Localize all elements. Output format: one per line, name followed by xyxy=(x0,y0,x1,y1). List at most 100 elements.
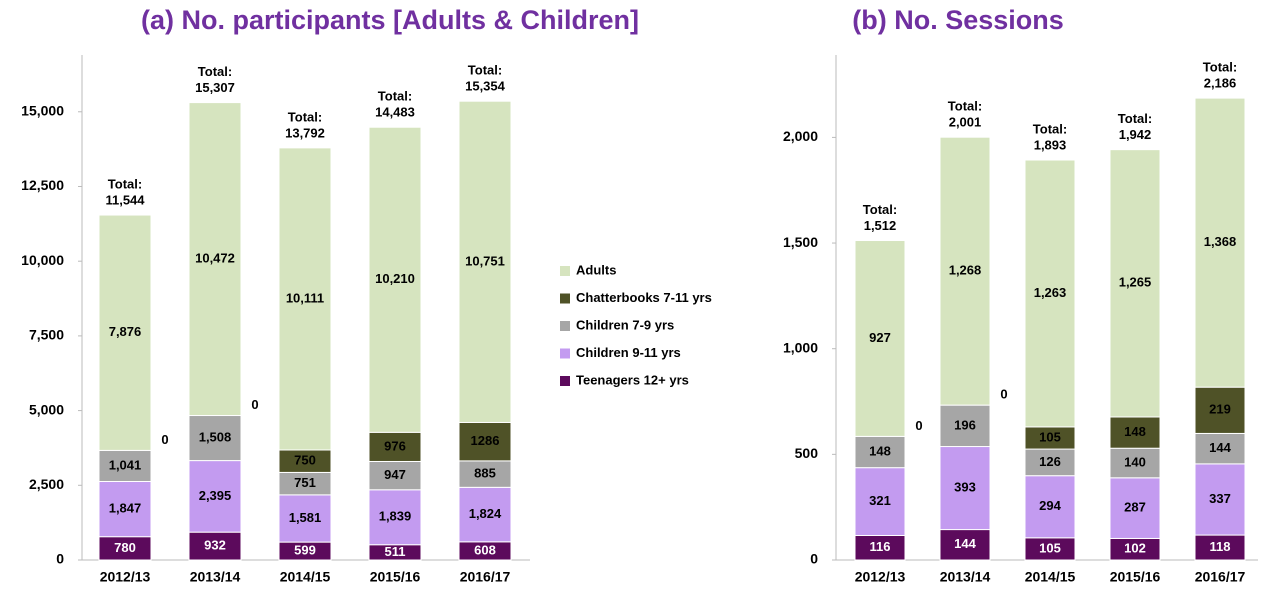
x-tick-label: 2012/13 xyxy=(855,569,906,585)
y-tick-label: 1,000 xyxy=(783,339,818,355)
data-label: 321 xyxy=(869,493,891,508)
data-label: 102 xyxy=(1124,541,1146,556)
data-label: 1,824 xyxy=(469,506,502,521)
bar-segment xyxy=(368,489,422,546)
bar-segment xyxy=(458,460,512,488)
y-tick-label: 15,000 xyxy=(21,102,64,118)
total-value: 15,307 xyxy=(195,80,235,95)
legend-label: Chatterbooks 7-11 yrs xyxy=(576,290,712,305)
data-label: 1286 xyxy=(471,433,500,448)
bar-segment xyxy=(939,446,991,531)
total-value: 15,354 xyxy=(465,79,506,94)
data-label: 126 xyxy=(1039,454,1061,469)
data-label: 196 xyxy=(954,417,976,432)
total-value: 2,001 xyxy=(949,115,982,130)
data-label: 105 xyxy=(1039,540,1061,555)
total-value: 1,512 xyxy=(864,218,897,233)
total-label: Total: xyxy=(198,64,232,79)
y-tick-label: 500 xyxy=(795,445,819,461)
data-label: 118 xyxy=(1210,539,1231,554)
bar-segment xyxy=(1194,534,1246,561)
data-label: 116 xyxy=(870,539,891,554)
bar-segment xyxy=(939,529,991,561)
total-value: 1,942 xyxy=(1119,127,1152,142)
data-label: 7,876 xyxy=(109,324,142,339)
bar-segment xyxy=(854,240,906,437)
total-label: Total: xyxy=(1203,60,1237,75)
legend-swatch xyxy=(560,293,570,304)
data-label: 140 xyxy=(1124,454,1146,469)
y-tick-label: 2,500 xyxy=(29,476,64,492)
bar-segment xyxy=(458,421,512,462)
data-label: 10,111 xyxy=(286,290,324,305)
total-value: 2,186 xyxy=(1204,76,1237,91)
total-value: 11,544 xyxy=(105,192,145,207)
data-label: 0 xyxy=(251,397,258,412)
x-tick-label: 2015/16 xyxy=(370,569,421,585)
data-label: 947 xyxy=(384,467,406,482)
bar-segment xyxy=(854,467,906,536)
data-label: 932 xyxy=(204,538,226,553)
chart-title: (a) No. participants [Adults & Children] xyxy=(141,5,639,35)
data-label: 287 xyxy=(1124,500,1146,515)
y-tick-label: 1,500 xyxy=(783,234,818,250)
total-label: Total: xyxy=(288,109,322,124)
data-label: 144 xyxy=(1209,440,1231,455)
legend-label: Children 9-11 yrs xyxy=(576,345,681,360)
data-label: 393 xyxy=(954,479,976,494)
data-label: 1,581 xyxy=(289,510,322,525)
data-label: 148 xyxy=(869,443,891,458)
legend-swatch xyxy=(560,376,570,386)
data-label: 927 xyxy=(869,330,891,345)
chart-title: (b) No. Sessions xyxy=(852,5,1064,35)
total-label: Total: xyxy=(1118,111,1152,126)
data-label: 608 xyxy=(474,542,496,557)
data-label: 750 xyxy=(294,453,316,468)
bar-segment xyxy=(458,100,512,423)
bar-segment xyxy=(98,481,152,538)
data-label: 0 xyxy=(915,418,922,433)
total-value: 14,483 xyxy=(375,105,415,120)
legend-swatch xyxy=(560,348,570,359)
data-label: 148 xyxy=(1124,424,1146,439)
data-label: 10,472 xyxy=(195,250,235,265)
total-value: 1,893 xyxy=(1034,137,1067,152)
bar-segment xyxy=(1109,149,1161,418)
data-label: 0 xyxy=(161,432,168,447)
legend-label: Teenagers 12+ yrs xyxy=(576,372,689,387)
y-tick-label: 0 xyxy=(810,551,818,567)
bar-segment xyxy=(188,102,242,417)
bar-segment xyxy=(278,147,332,451)
total-label: Total: xyxy=(1033,121,1067,136)
legend-swatch xyxy=(560,321,570,331)
data-label: 10,751 xyxy=(465,253,505,268)
bar-segment xyxy=(368,431,422,462)
data-label: 1,839 xyxy=(379,509,412,524)
y-tick-label: 12,500 xyxy=(21,177,64,193)
x-tick-label: 2016/17 xyxy=(460,569,511,585)
bar-segment xyxy=(458,486,512,543)
bar-segment xyxy=(939,404,991,448)
x-tick-label: 2012/13 xyxy=(100,569,151,585)
bar-segment xyxy=(1194,386,1246,434)
data-label: 10,210 xyxy=(375,271,415,286)
data-label: 0 xyxy=(1000,387,1007,402)
data-label: 751 xyxy=(294,475,316,490)
x-tick-label: 2015/16 xyxy=(1110,569,1161,585)
data-label: 1,847 xyxy=(109,501,142,516)
bar-segment xyxy=(188,415,242,462)
data-label: 1,041 xyxy=(109,457,142,472)
bar-segment xyxy=(939,136,991,406)
data-label: 780 xyxy=(114,540,136,555)
bar-segment xyxy=(1024,475,1076,539)
data-label: 105 xyxy=(1039,429,1061,444)
bar-segment xyxy=(854,435,906,469)
data-label: 1,263 xyxy=(1034,285,1067,300)
data-label: 976 xyxy=(384,438,406,453)
y-tick-label: 2,000 xyxy=(783,128,818,144)
bar-segment xyxy=(1194,432,1246,465)
data-label: 144 xyxy=(954,536,976,551)
bar-segment xyxy=(278,494,332,543)
data-label: 1,508 xyxy=(199,429,232,444)
y-tick-label: 7,500 xyxy=(29,327,64,343)
